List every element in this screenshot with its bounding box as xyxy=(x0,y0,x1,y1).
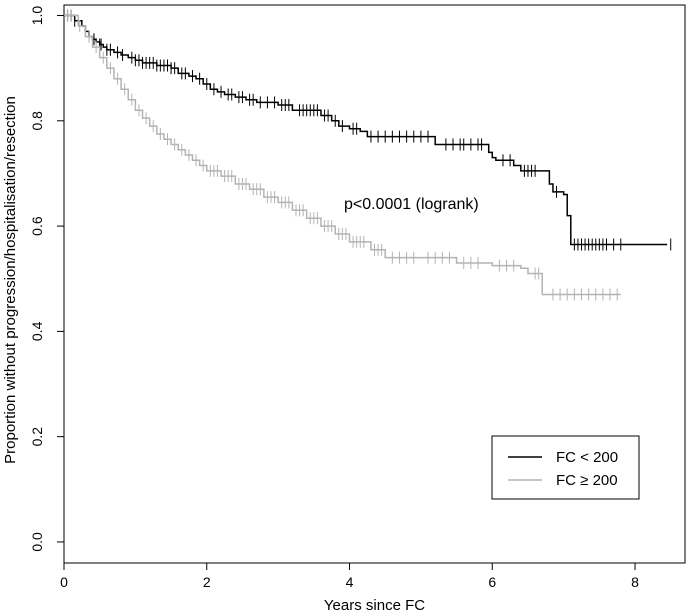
survival-curves xyxy=(64,9,672,301)
series-1 xyxy=(64,9,621,301)
y-tick-label: 0.0 xyxy=(29,532,45,552)
x-tick-label: 2 xyxy=(203,574,211,590)
logrank-annotation: p<0.0001 (logrank) xyxy=(344,196,479,213)
y-tick-label: 0.4 xyxy=(29,321,45,341)
legend-label-fc-ge-200: FC ≥ 200 xyxy=(556,472,618,489)
legend-label-fc-lt-200: FC < 200 xyxy=(556,449,618,466)
y-axis-label: Proportion without progression/hospitali… xyxy=(2,96,19,464)
x-axis: 0 2 4 6 8 xyxy=(60,563,639,590)
y-tick-label: 0.8 xyxy=(29,111,45,131)
km-step-line xyxy=(64,14,668,246)
y-tick-label: 1.0 xyxy=(29,6,45,26)
x-tick-label: 6 xyxy=(488,574,496,590)
legend: FC < 200 FC ≥ 200 xyxy=(491,435,640,500)
y-tick-label: 0.6 xyxy=(29,216,45,236)
legend-box xyxy=(491,435,640,500)
y-axis: 0.0 0.2 0.4 0.6 0.8 1.0 xyxy=(29,6,64,552)
x-tick-label: 0 xyxy=(60,574,68,590)
series-0 xyxy=(64,9,672,251)
x-axis-label: Years since FC xyxy=(324,597,425,612)
x-tick-label: 8 xyxy=(631,574,639,590)
x-tick-label: 4 xyxy=(346,574,354,590)
y-tick-label: 0.2 xyxy=(29,427,45,447)
